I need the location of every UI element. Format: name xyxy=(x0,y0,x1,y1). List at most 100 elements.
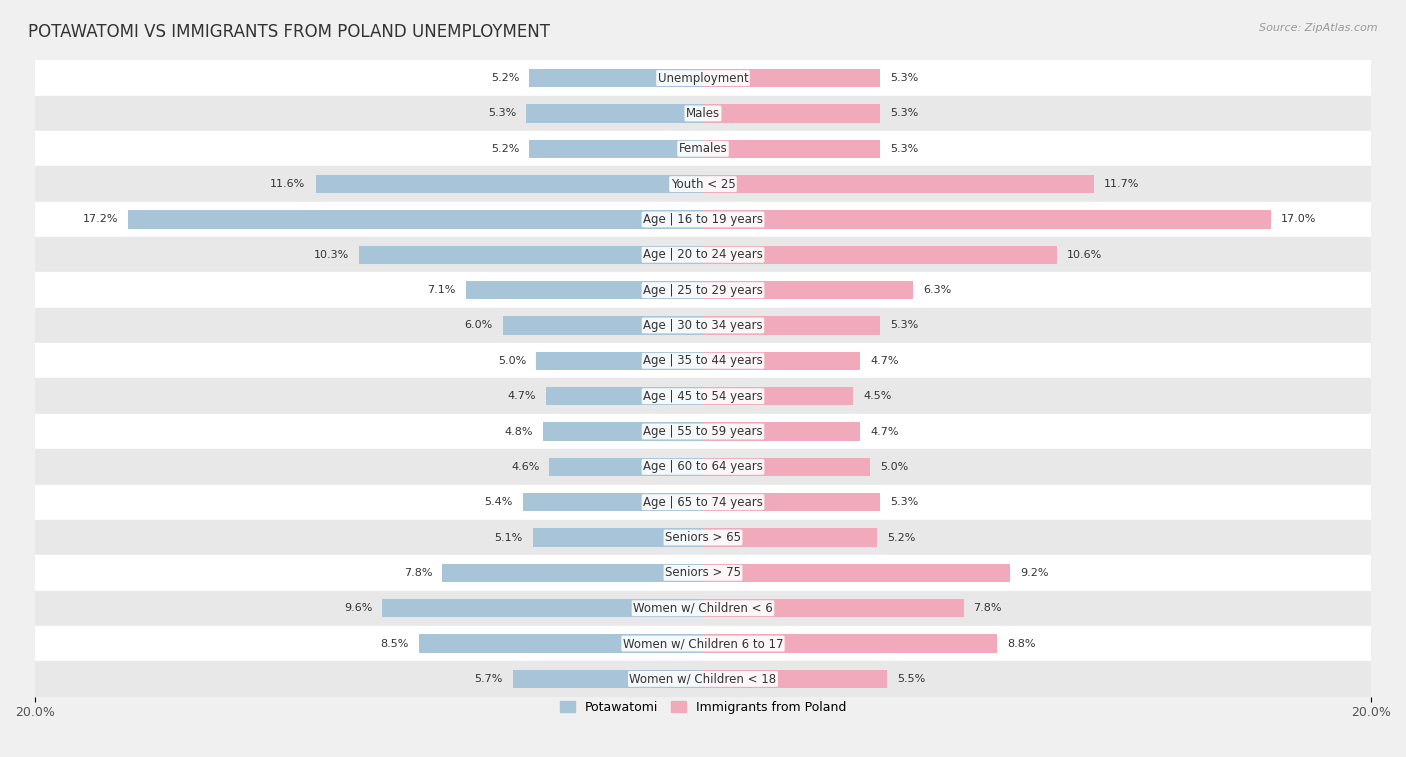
Bar xyxy=(526,104,703,123)
Bar xyxy=(703,69,880,87)
Bar xyxy=(523,493,703,512)
Bar xyxy=(35,590,1371,626)
Text: Males: Males xyxy=(686,107,720,120)
Text: 10.6%: 10.6% xyxy=(1067,250,1102,260)
Bar xyxy=(35,167,1371,202)
Bar xyxy=(35,661,1371,696)
Text: 4.5%: 4.5% xyxy=(863,391,891,401)
Text: 5.7%: 5.7% xyxy=(474,674,502,684)
Bar xyxy=(703,528,877,547)
Bar xyxy=(502,316,703,335)
Bar xyxy=(703,104,880,123)
Bar xyxy=(128,210,703,229)
Bar xyxy=(703,493,880,512)
Bar xyxy=(529,139,703,158)
Text: 5.5%: 5.5% xyxy=(897,674,925,684)
Bar xyxy=(35,378,1371,414)
Text: 5.2%: 5.2% xyxy=(887,532,915,543)
Text: 6.0%: 6.0% xyxy=(464,320,492,331)
Text: Age | 55 to 59 years: Age | 55 to 59 years xyxy=(643,425,763,438)
Text: Youth < 25: Youth < 25 xyxy=(671,178,735,191)
Text: Age | 25 to 29 years: Age | 25 to 29 years xyxy=(643,284,763,297)
Bar xyxy=(550,458,703,476)
Bar xyxy=(35,555,1371,590)
Text: 5.3%: 5.3% xyxy=(890,73,918,83)
Bar xyxy=(35,308,1371,343)
Bar xyxy=(35,273,1371,308)
Bar xyxy=(35,131,1371,167)
Bar xyxy=(536,352,703,370)
Text: Seniors > 75: Seniors > 75 xyxy=(665,566,741,579)
Bar xyxy=(35,202,1371,237)
Text: Women w/ Children < 18: Women w/ Children < 18 xyxy=(630,672,776,685)
Text: 7.8%: 7.8% xyxy=(404,568,433,578)
Text: 8.8%: 8.8% xyxy=(1007,639,1035,649)
Text: 7.8%: 7.8% xyxy=(973,603,1002,613)
Bar xyxy=(703,352,860,370)
Text: 5.0%: 5.0% xyxy=(880,462,908,472)
Text: Females: Females xyxy=(679,142,727,155)
Bar xyxy=(443,564,703,582)
Text: POTAWATOMI VS IMMIGRANTS FROM POLAND UNEMPLOYMENT: POTAWATOMI VS IMMIGRANTS FROM POLAND UNE… xyxy=(28,23,550,41)
Text: 10.3%: 10.3% xyxy=(314,250,349,260)
Bar xyxy=(703,564,1011,582)
Bar xyxy=(703,210,1271,229)
Text: Age | 16 to 19 years: Age | 16 to 19 years xyxy=(643,213,763,226)
Bar xyxy=(703,175,1094,193)
Bar xyxy=(703,670,887,688)
Bar xyxy=(419,634,703,653)
Text: 5.0%: 5.0% xyxy=(498,356,526,366)
Text: 4.8%: 4.8% xyxy=(505,426,533,437)
Bar xyxy=(35,449,1371,484)
Text: 6.3%: 6.3% xyxy=(924,285,952,295)
Bar xyxy=(703,387,853,405)
Text: Unemployment: Unemployment xyxy=(658,72,748,85)
Text: 7.1%: 7.1% xyxy=(427,285,456,295)
Bar xyxy=(359,245,703,264)
Bar xyxy=(35,520,1371,555)
Text: 4.7%: 4.7% xyxy=(870,356,898,366)
Text: 8.5%: 8.5% xyxy=(381,639,409,649)
Text: 11.6%: 11.6% xyxy=(270,179,305,189)
Bar xyxy=(35,96,1371,131)
Bar xyxy=(703,245,1057,264)
Text: Source: ZipAtlas.com: Source: ZipAtlas.com xyxy=(1260,23,1378,33)
Text: 5.1%: 5.1% xyxy=(495,532,523,543)
Text: 17.2%: 17.2% xyxy=(83,214,118,225)
Text: Seniors > 65: Seniors > 65 xyxy=(665,531,741,544)
Text: Women w/ Children < 6: Women w/ Children < 6 xyxy=(633,602,773,615)
Bar xyxy=(543,422,703,441)
Bar xyxy=(546,387,703,405)
Bar xyxy=(703,634,997,653)
Bar xyxy=(703,458,870,476)
Bar xyxy=(703,599,963,618)
Text: 5.3%: 5.3% xyxy=(890,144,918,154)
Bar xyxy=(315,175,703,193)
Text: 17.0%: 17.0% xyxy=(1281,214,1316,225)
Text: 5.3%: 5.3% xyxy=(890,320,918,331)
Bar xyxy=(35,343,1371,378)
Text: 5.3%: 5.3% xyxy=(890,497,918,507)
Text: Women w/ Children 6 to 17: Women w/ Children 6 to 17 xyxy=(623,637,783,650)
Text: 5.2%: 5.2% xyxy=(491,144,519,154)
Text: Age | 30 to 34 years: Age | 30 to 34 years xyxy=(643,319,763,332)
Bar xyxy=(513,670,703,688)
Text: 5.3%: 5.3% xyxy=(488,108,516,118)
Bar xyxy=(703,316,880,335)
Bar xyxy=(465,281,703,299)
Text: Age | 35 to 44 years: Age | 35 to 44 years xyxy=(643,354,763,367)
Text: Age | 60 to 64 years: Age | 60 to 64 years xyxy=(643,460,763,473)
Bar xyxy=(35,626,1371,661)
Bar xyxy=(703,139,880,158)
Bar xyxy=(703,281,914,299)
Text: 9.6%: 9.6% xyxy=(344,603,373,613)
Bar xyxy=(703,422,860,441)
Bar xyxy=(35,484,1371,520)
Text: 4.7%: 4.7% xyxy=(870,426,898,437)
Bar xyxy=(382,599,703,618)
Bar xyxy=(533,528,703,547)
Text: Age | 65 to 74 years: Age | 65 to 74 years xyxy=(643,496,763,509)
Text: 5.3%: 5.3% xyxy=(890,108,918,118)
Text: 9.2%: 9.2% xyxy=(1021,568,1049,578)
Bar xyxy=(35,237,1371,273)
